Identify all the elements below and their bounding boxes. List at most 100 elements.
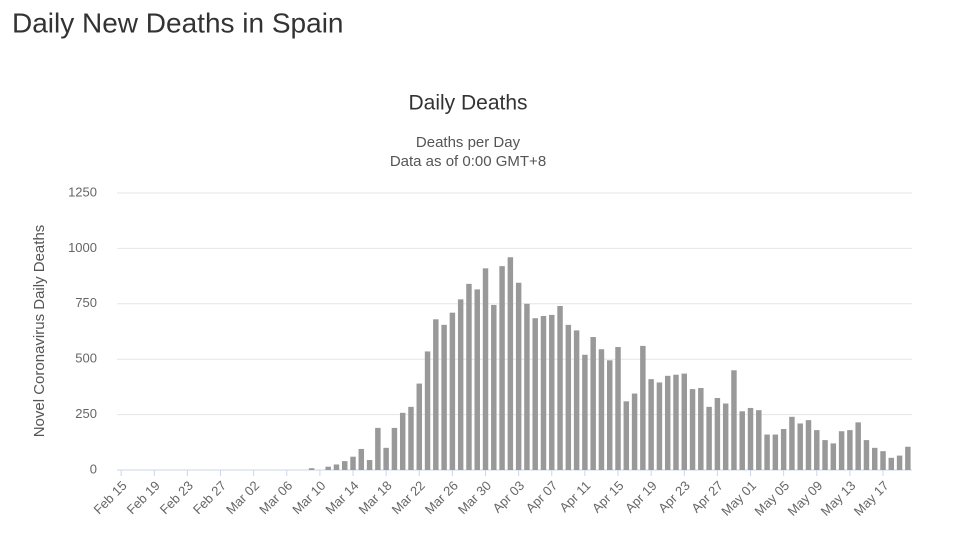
bar [598, 349, 605, 470]
bar [706, 406, 712, 470]
bar [433, 319, 439, 470]
bar [466, 283, 472, 470]
bar [756, 410, 762, 470]
bar [905, 446, 911, 470]
bar [375, 427, 381, 470]
bar [863, 440, 870, 470]
bar [855, 422, 861, 470]
bar [383, 447, 389, 470]
bar [441, 324, 447, 470]
chart-subtitle: Data as of 0:00 GMT+8 [390, 153, 546, 170]
x-tick-label: Mar 22 [389, 478, 428, 517]
bar [424, 351, 431, 470]
bar [656, 382, 663, 470]
bar [565, 324, 572, 470]
x-tick-label: Apr 07 [523, 478, 561, 516]
x-tick-label: Mar 30 [455, 478, 494, 517]
bar [573, 330, 580, 470]
x-tick-label: Apr 15 [589, 478, 627, 516]
bar [880, 451, 886, 470]
bar [449, 312, 456, 470]
x-tick-label: Mar 18 [355, 478, 394, 517]
bar [814, 430, 820, 470]
bar [640, 345, 646, 470]
bar [607, 360, 613, 470]
x-tick-label: Mar 02 [223, 478, 262, 517]
chart-subtitle: Deaths per Day [416, 134, 521, 151]
bar [482, 268, 489, 470]
bar [408, 406, 414, 470]
bar [532, 318, 538, 470]
bar [896, 455, 903, 470]
bar [888, 457, 895, 470]
bar [474, 289, 480, 470]
bar [507, 257, 514, 470]
x-tick-label: May 13 [818, 478, 859, 519]
x-tick-label: Mar 26 [422, 478, 461, 517]
bar [714, 397, 721, 470]
x-tick-label: Apr 23 [655, 478, 693, 516]
y-tick-label: 0 [90, 461, 97, 476]
page-title: Daily New Deaths in Spain [12, 7, 344, 38]
x-tick-label: May 09 [785, 478, 826, 519]
bar [549, 314, 555, 470]
bar [491, 304, 497, 470]
x-tick-label: Feb 23 [157, 478, 196, 517]
bar [772, 434, 779, 470]
y-tick-label: 1000 [68, 240, 97, 255]
x-tick-label: Feb 27 [190, 478, 229, 517]
y-tick-label: 1250 [68, 184, 97, 199]
bar [698, 388, 704, 470]
x-tick-label: Mar 06 [256, 478, 295, 517]
x-tick-label: May 17 [851, 478, 892, 519]
bar [515, 282, 522, 470]
bar [499, 266, 505, 470]
y-axis-label: Novel Coronavirus Daily Deaths [31, 225, 48, 438]
y-tick-label: 500 [75, 351, 97, 366]
bar [780, 429, 787, 470]
x-tick-label: May 01 [718, 478, 759, 519]
bar [789, 416, 795, 470]
bar [722, 403, 729, 470]
y-tick-label: 750 [75, 295, 97, 310]
bar [416, 383, 422, 470]
bar [872, 447, 878, 470]
bar [582, 354, 588, 470]
bar [797, 423, 803, 470]
x-tick-label: Mar 10 [289, 478, 328, 517]
x-tick-label: Apr 19 [622, 478, 660, 516]
bar [325, 466, 331, 470]
bar [399, 412, 406, 470]
x-tick-label: Apr 03 [489, 478, 527, 516]
bar [673, 374, 679, 470]
bar [847, 430, 853, 470]
bar [681, 373, 687, 470]
bar [805, 420, 812, 470]
bar [524, 303, 530, 470]
x-tick-label: Feb 15 [90, 478, 129, 517]
bar [391, 427, 398, 470]
bar [350, 456, 356, 470]
bar [333, 464, 340, 470]
bar [557, 306, 563, 470]
bar [664, 375, 671, 470]
x-tick-label: Apr 11 [556, 478, 593, 515]
bar [838, 431, 845, 470]
bar [540, 315, 547, 470]
bar [648, 379, 654, 470]
bar [358, 448, 365, 470]
bar [747, 407, 754, 470]
chart-title: Daily Deaths [408, 92, 527, 115]
bar [615, 347, 621, 470]
bar [590, 337, 596, 470]
bar [822, 440, 828, 470]
x-tick-label: Mar 14 [322, 478, 361, 517]
bar [623, 401, 630, 470]
x-tick-label: Feb 19 [124, 478, 163, 517]
bar [366, 460, 373, 470]
bar [689, 389, 696, 470]
bar [342, 461, 348, 470]
bar [631, 393, 638, 470]
bar [764, 434, 770, 470]
